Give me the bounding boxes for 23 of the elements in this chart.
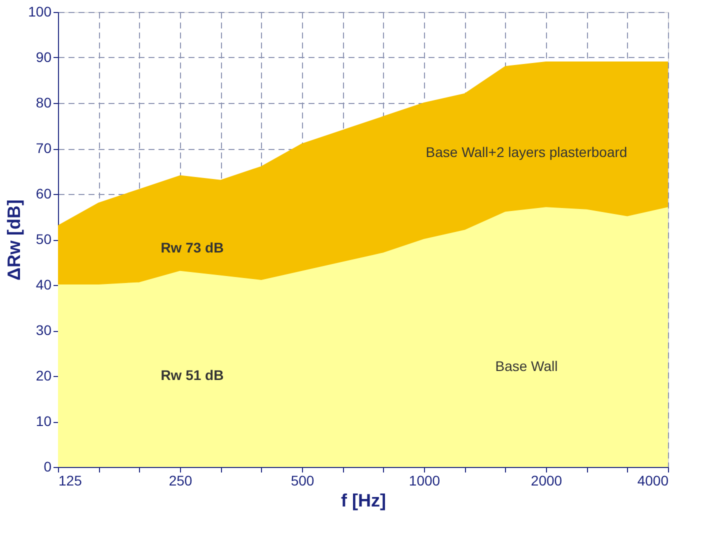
x-tick-label: 2000 — [530, 472, 562, 488]
y-tick-label: 80 — [36, 94, 52, 110]
x-tick-label: 4000 — [637, 472, 669, 488]
x-tick-label: 125 — [58, 472, 82, 488]
x-axis-title: f [Hz] — [341, 490, 386, 510]
series-label: Base Wall+2 layers plasterboard — [426, 144, 628, 160]
x-tick-label: 1000 — [408, 472, 440, 488]
y-tick-label: 40 — [36, 276, 52, 292]
series-label: Base Wall — [495, 358, 558, 374]
y-tick-label: 0 — [44, 458, 52, 474]
y-tick-label: 30 — [36, 322, 52, 338]
y-tick-label: 60 — [36, 186, 52, 202]
y-tick-label: 70 — [36, 140, 52, 156]
y-tick-label: 20 — [36, 368, 52, 384]
y-tick-label: 10 — [36, 413, 52, 429]
y-tick-label: 50 — [36, 231, 52, 247]
x-tick-label: 250 — [168, 472, 192, 488]
annotation: Rw 51 dB — [160, 367, 224, 383]
y-axis-title: ΔRw [dB] — [4, 200, 24, 280]
x-tick-label: 500 — [290, 472, 314, 488]
y-tick-label: 90 — [36, 49, 52, 65]
annotation: Rw 73 dB — [160, 240, 224, 256]
y-tick-label: 100 — [28, 4, 52, 20]
